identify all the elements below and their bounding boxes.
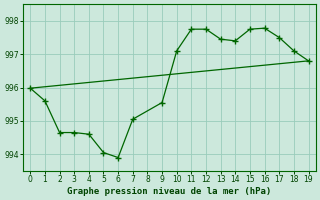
- X-axis label: Graphe pression niveau de la mer (hPa): Graphe pression niveau de la mer (hPa): [67, 187, 272, 196]
